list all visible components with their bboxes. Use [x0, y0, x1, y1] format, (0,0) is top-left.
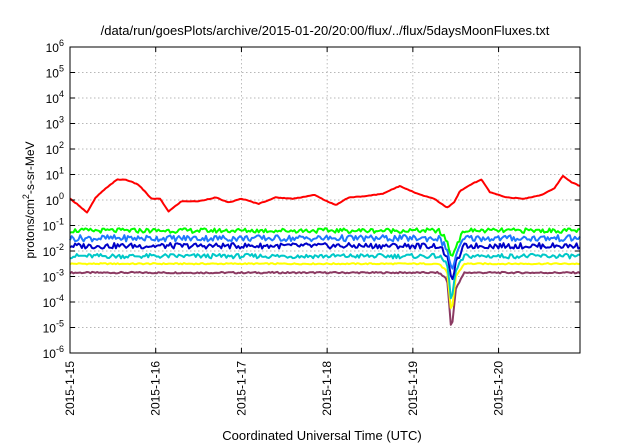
series-line-2	[69, 252, 581, 300]
y-tick-label: 101	[46, 166, 64, 183]
x-tick-label: 2015-1-19	[406, 361, 420, 416]
y-tick-label: 104	[46, 89, 64, 106]
y-tick-label: 10-5	[43, 319, 64, 336]
x-tick-label: 2015-1-16	[149, 361, 163, 416]
x-axis-label: Coordinated Universal Time (UTC)	[222, 428, 421, 443]
x-tick-label: 2015-1-18	[320, 361, 334, 416]
y-axis-label: protons/cm2-s-sr-MeV	[21, 141, 37, 258]
y-tick-label: 10-6	[43, 344, 64, 361]
chart-title: /data/run/goesPlots/archive/2015-01-20/2…	[101, 23, 550, 38]
series-layer	[69, 174, 581, 326]
ticks: 10-6 10-5 10-4 10-3 10-2 10-1 100 101 102 103 104 1…	[43, 38, 580, 416]
y-tick-label: 100	[46, 191, 64, 208]
y-tick-label: 10-4	[43, 293, 64, 310]
x-tick-label: 2015-1-20	[492, 361, 506, 416]
series-line-5	[69, 227, 581, 257]
x-tick-label: 2015-1-17	[234, 361, 248, 416]
series-line-4	[69, 234, 581, 270]
grid-lines	[70, 47, 580, 353]
series-line-0	[69, 270, 581, 326]
y-tick-label: 10-1	[43, 217, 64, 234]
y-tick-label: 102	[46, 140, 64, 157]
x-tick-label: 2015-1-15	[63, 361, 77, 416]
series-line-6	[69, 174, 581, 214]
series-line-3	[69, 242, 581, 281]
y-tick-label: 105	[46, 64, 64, 81]
y-tick-label: 10-3	[43, 268, 64, 285]
y-tick-label: 106	[46, 38, 64, 55]
y-tick-label: 10-2	[43, 242, 64, 259]
series-line-1	[69, 262, 581, 309]
y-tick-label: 103	[46, 115, 64, 132]
